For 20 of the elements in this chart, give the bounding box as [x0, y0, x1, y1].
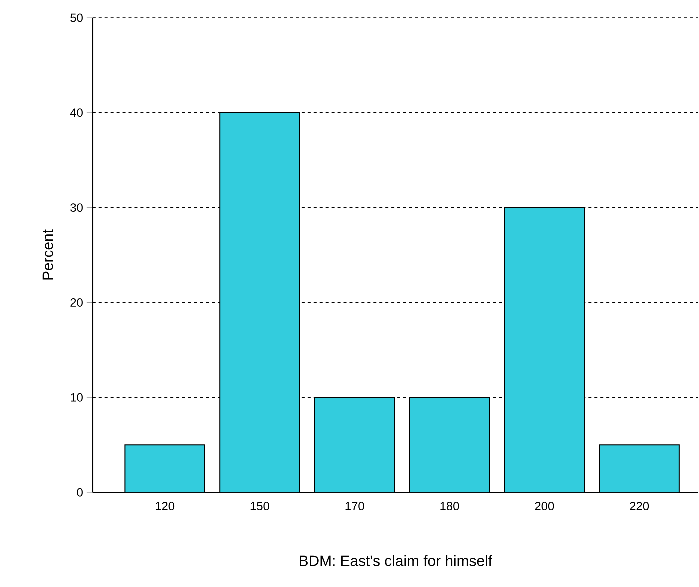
bar [124, 444, 206, 492]
y-axis-title: Percent [42, 229, 54, 280]
bar [409, 396, 490, 492]
x-tick-label: 170 [346, 502, 364, 510]
x-tick-label: 200 [535, 502, 554, 510]
y-tick-label: 10 [71, 393, 83, 402]
y-tick-label: 50 [70, 14, 83, 22]
y-tick-label: 0 [77, 488, 83, 497]
x-tick-label: 150 [250, 502, 270, 510]
bar [314, 396, 396, 492]
x-tick-label: 220 [630, 502, 650, 510]
bar [599, 444, 680, 492]
x-tick-label: 180 [440, 502, 460, 510]
y-tick-label: 30 [70, 203, 83, 212]
y-tick-label: 40 [70, 108, 83, 117]
x-axis-title: BDM: East's claim for himself [300, 555, 493, 566]
y-tick-label: 20 [70, 298, 83, 307]
bar [504, 207, 586, 492]
bar [220, 112, 300, 492]
x-tick-label: 120 [156, 502, 175, 510]
